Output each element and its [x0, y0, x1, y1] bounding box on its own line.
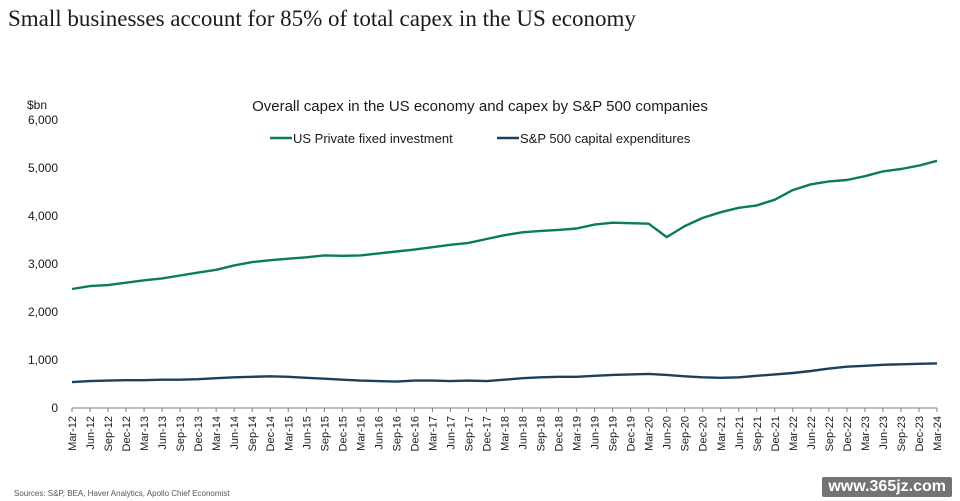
- x-tick-label: Jun-12: [85, 416, 97, 450]
- x-tick-label: Sep-17: [463, 416, 475, 451]
- x-tick-label: Dec-13: [193, 416, 205, 451]
- x-tick-label: Sep-19: [608, 416, 620, 451]
- legend: US Private fixed investment S&P 500 capi…: [270, 131, 691, 146]
- x-tick-label: Sep-23: [896, 416, 908, 451]
- x-tick-label: Sep-14: [247, 416, 259, 451]
- x-axis: Mar-12 Jun-12 Sep-12 Dec-12 Mar-13 Jun-13 Sep-…: [67, 407, 944, 451]
- x-tick-label: Sep-20: [680, 416, 692, 451]
- x-tick-label: Mar-14: [211, 416, 223, 451]
- x-tick-label: Mar-16: [355, 416, 367, 451]
- y-tick-label: 5,000: [28, 161, 58, 175]
- x-tick-label: Mar-18: [500, 416, 512, 451]
- x-tick-label: Sep-15: [319, 416, 331, 451]
- plot-lines: [71, 159, 938, 384]
- x-tick-label: Jun-20: [662, 416, 674, 450]
- chart-title: Overall capex in the US economy and cape…: [252, 98, 708, 115]
- legend-label-sp500-capex: S&P 500 capital expenditures: [520, 131, 691, 146]
- x-tick-label: Dec-23: [914, 416, 926, 451]
- x-tick-label: Mar-13: [139, 416, 151, 451]
- y-tick-label: 4,000: [28, 209, 58, 223]
- x-tick-label: Mar-22: [788, 416, 800, 451]
- headline: Small businesses account for 85% of tota…: [8, 6, 636, 31]
- x-tick-label: Jun-13: [157, 416, 169, 450]
- x-tick-label: Sep-16: [391, 416, 403, 451]
- x-tick-label: Jun-17: [445, 416, 457, 450]
- x-tick-label: Jun-21: [734, 416, 746, 450]
- y-unit-label: $bn: [27, 98, 47, 112]
- x-tick-label: Sep-22: [824, 416, 836, 451]
- x-tick-label: Sep-13: [175, 416, 187, 451]
- x-tick-label: Mar-17: [427, 416, 439, 451]
- x-tick-label: Mar-23: [860, 416, 872, 451]
- x-tick-label: Jun-18: [518, 416, 530, 450]
- y-tick-label: 6,000: [28, 113, 58, 127]
- watermark: www.365jz.com: [822, 477, 952, 497]
- y-tick-label: 3,000: [28, 257, 58, 271]
- x-tick-label: Dec-22: [842, 416, 854, 451]
- legend-label-us-private-fixed-investment: US Private fixed investment: [293, 131, 453, 146]
- x-tick-label: Jun-22: [806, 416, 818, 450]
- x-tick-label: Jun-15: [301, 416, 313, 450]
- x-tick-label: Jun-14: [229, 416, 241, 450]
- x-tick-label: Dec-20: [698, 416, 710, 451]
- x-tick-label: Mar-24: [932, 416, 944, 451]
- series-line-sp500-capex: [71, 362, 938, 384]
- y-tick-label: 2,000: [28, 305, 58, 319]
- x-tick-label: Jun-23: [878, 416, 890, 450]
- x-tick-label: Mar-20: [644, 416, 656, 451]
- series-line-us-private-fixed-investment: [71, 159, 938, 291]
- x-tick-label: Dec-12: [121, 416, 133, 451]
- x-tick-label: Sep-21: [752, 416, 764, 451]
- x-tick-label: Mar-15: [283, 416, 295, 451]
- x-tick-label: Jun-19: [590, 416, 602, 450]
- x-tick-label: Dec-18: [554, 416, 566, 451]
- x-tick-label: Sep-12: [103, 416, 115, 451]
- x-tick-label: Mar-21: [716, 416, 728, 451]
- x-tick-label: Mar-19: [572, 416, 584, 451]
- x-tick-label: Dec-21: [770, 416, 782, 451]
- x-tick-label: Mar-12: [67, 416, 79, 451]
- x-tick-label: Dec-17: [481, 416, 493, 451]
- y-axis: 0 1,000 2,000 3,000 4,000 5,000 6,000: [28, 113, 58, 415]
- x-tick-label: Jun-16: [373, 416, 385, 450]
- source-note: Sources: S&P, BEA, Haver Analytics, Apol…: [14, 489, 230, 498]
- x-tick-label: Dec-15: [337, 416, 349, 451]
- x-tick-label: Dec-14: [265, 416, 277, 451]
- x-tick-label: Dec-19: [626, 416, 638, 451]
- x-tick-label: Dec-16: [409, 416, 421, 451]
- y-tick-label: 1,000: [28, 353, 58, 367]
- x-tick-label: Sep-18: [536, 416, 548, 451]
- y-tick-label: 0: [51, 401, 58, 415]
